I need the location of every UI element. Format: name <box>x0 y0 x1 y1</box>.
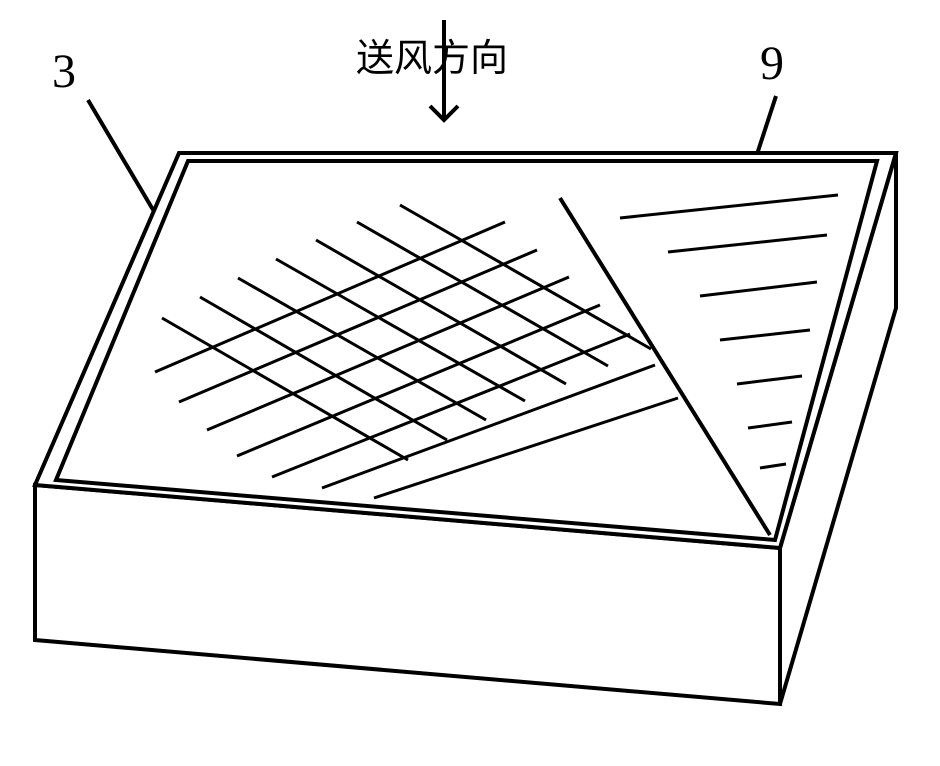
ref-label-3: 3 <box>52 48 76 96</box>
ref-label-9: 9 <box>760 40 784 88</box>
box-top-inner <box>56 161 877 540</box>
arrow-caption: 送风方向 <box>356 40 508 78</box>
